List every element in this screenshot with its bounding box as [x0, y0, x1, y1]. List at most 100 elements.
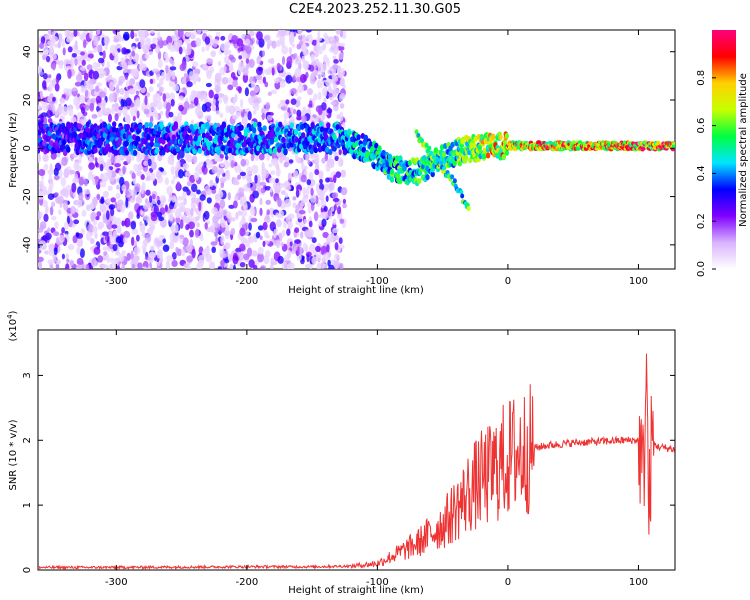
noise-blob [127, 60, 133, 66]
noise-blob [94, 232, 98, 239]
noise-blob [295, 156, 302, 164]
noise-blob [47, 169, 55, 175]
noise-blob [81, 209, 87, 217]
noise-blob [102, 246, 109, 251]
noise-blob [50, 264, 54, 269]
noise-blob [291, 243, 298, 252]
noise-blob [125, 189, 129, 196]
band-blob [463, 154, 469, 161]
noise-blob [155, 113, 159, 121]
noise-blob [306, 253, 310, 263]
band-blob [347, 128, 352, 135]
noise-blob [133, 246, 141, 255]
noise-blob [99, 51, 104, 56]
noise-blob [87, 223, 94, 233]
band-blob [501, 153, 506, 160]
noise-blob [339, 78, 345, 86]
band-blob [313, 147, 318, 154]
noise-blob [196, 222, 200, 228]
noise-blob [272, 157, 279, 167]
branch-blob [429, 150, 434, 156]
y-tick-label: -20 [22, 188, 33, 204]
noise-blob [79, 66, 87, 71]
noise-blob [228, 54, 234, 61]
noise-blob [168, 57, 173, 64]
noise-blob [172, 84, 180, 92]
noise-blob [130, 106, 137, 117]
noise-blob [233, 105, 240, 112]
noise-blob [309, 76, 316, 85]
noise-blob [142, 204, 150, 210]
noise-blob [171, 252, 177, 260]
noise-blob [123, 111, 128, 118]
noise-blob [223, 55, 230, 64]
noise-blob [104, 108, 109, 114]
noise-blob [157, 59, 163, 68]
noise-blob [115, 84, 120, 92]
noise-blob [128, 88, 136, 95]
noise-blob [168, 191, 173, 202]
noise-blob [218, 186, 222, 195]
noise-blob [136, 170, 143, 177]
noise-blob [176, 160, 181, 168]
noise-blob [247, 111, 252, 121]
noise-blob [162, 238, 166, 244]
noise-blob [276, 62, 281, 71]
noise-blob [261, 50, 265, 57]
noise-blob [103, 35, 110, 46]
band-blob [491, 134, 496, 141]
noise-blob [58, 209, 62, 216]
y-tick-label: 0 [22, 145, 33, 151]
noise-blob [133, 240, 138, 247]
noise-blob [38, 233, 41, 240]
noise-blob [136, 213, 140, 219]
noise-blob [320, 79, 324, 89]
noise-blob [286, 56, 293, 66]
noise-blob [255, 74, 263, 80]
band-blob [262, 125, 267, 132]
noise-blob [38, 104, 42, 110]
noise-blob [337, 45, 345, 51]
band-blob [363, 134, 369, 141]
noise-blob [209, 225, 214, 232]
noise-blob [155, 170, 162, 180]
band-blob [216, 149, 221, 156]
noise-blob [289, 116, 295, 124]
noise-blob [219, 177, 227, 184]
noise-blob [220, 219, 227, 228]
noise-blob [193, 192, 196, 202]
noise-blob [114, 154, 121, 164]
noise-blob [318, 170, 324, 180]
noise-blob [238, 86, 242, 94]
noise-blob [42, 153, 49, 162]
noise-blob [328, 79, 334, 84]
noise-blob [177, 153, 181, 161]
noise-blob [63, 201, 69, 211]
noise-blob [165, 260, 170, 269]
noise-blob [61, 39, 65, 47]
noise-blob [64, 230, 69, 235]
noise-blob [103, 251, 108, 256]
noise-blob [300, 199, 305, 207]
noise-blob [307, 88, 313, 96]
noise-blob [169, 66, 177, 71]
band-blob [389, 176, 395, 183]
snr-xlabel: Height of straight line (km) [288, 585, 424, 596]
band-blob [239, 124, 244, 131]
band-blob [221, 122, 227, 129]
band-blob [117, 138, 122, 145]
noise-blob [262, 76, 266, 84]
noise-blob [52, 96, 56, 102]
noise-blob [298, 34, 303, 41]
noise-blob [244, 87, 249, 97]
noise-blob [278, 30, 285, 37]
noise-blob [76, 246, 81, 255]
band-blob [395, 155, 400, 162]
noise-blob [254, 174, 258, 184]
noise-blob [265, 101, 270, 112]
noise-blob [97, 110, 103, 118]
noise-blob [141, 102, 145, 112]
noise-blob [239, 200, 244, 206]
noise-blob [147, 158, 152, 167]
